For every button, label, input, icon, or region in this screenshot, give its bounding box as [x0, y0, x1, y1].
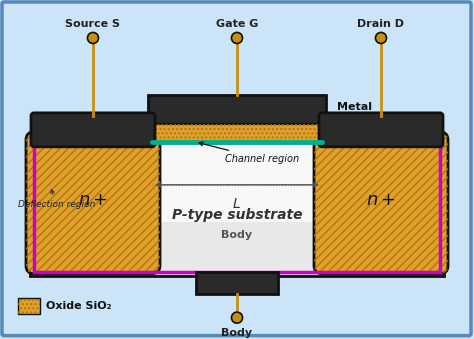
Bar: [152, 142, 322, 222]
FancyBboxPatch shape: [319, 113, 443, 147]
Circle shape: [88, 33, 99, 43]
Text: Body: Body: [221, 327, 253, 338]
Text: Gate G: Gate G: [216, 19, 258, 29]
Text: Channel region: Channel region: [199, 142, 299, 164]
Text: Deflection region: Deflection region: [18, 190, 95, 209]
Text: Body: Body: [221, 230, 253, 240]
FancyBboxPatch shape: [26, 132, 160, 274]
Bar: [152, 126, 322, 142]
Text: L: L: [233, 197, 241, 211]
Circle shape: [231, 33, 243, 43]
Bar: [148, 124, 326, 142]
Bar: [148, 95, 326, 128]
FancyBboxPatch shape: [31, 113, 155, 147]
Circle shape: [231, 312, 243, 323]
Text: $n+$: $n+$: [366, 191, 396, 209]
FancyBboxPatch shape: [2, 2, 471, 336]
Bar: [148, 124, 326, 142]
Bar: [30, 138, 444, 276]
Circle shape: [375, 33, 386, 43]
Bar: [18, 298, 40, 314]
Text: Metal: Metal: [337, 102, 372, 112]
Text: Drain D: Drain D: [357, 19, 404, 29]
FancyBboxPatch shape: [314, 132, 448, 274]
Bar: [196, 272, 278, 294]
Text: Source S: Source S: [65, 19, 120, 29]
Text: Oxide SiO₂: Oxide SiO₂: [46, 301, 111, 311]
Bar: [32, 140, 442, 274]
Bar: [34, 142, 440, 272]
Text: $n+$: $n+$: [78, 191, 108, 209]
Bar: [152, 126, 322, 142]
Bar: [18, 298, 40, 314]
Text: P-type substrate: P-type substrate: [172, 208, 302, 222]
